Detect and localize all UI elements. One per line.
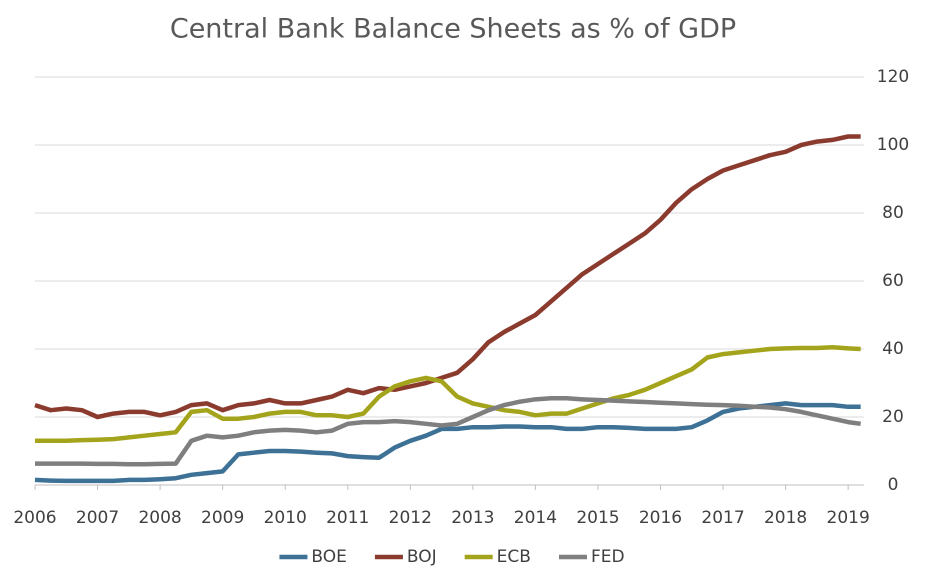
x-tick-label: 2012	[389, 508, 432, 528]
x-tick-label: 2018	[764, 508, 807, 528]
x-tick-label: 2019	[827, 508, 870, 528]
y-tick-label: 20	[882, 407, 904, 427]
x-tick-label: 2008	[138, 508, 181, 528]
x-tick-label: 2014	[514, 508, 557, 528]
x-tick-label: 2007	[76, 508, 119, 528]
x-tick-label: 2015	[576, 508, 619, 528]
legend-label: BOE	[311, 547, 347, 567]
y-tick-label: 120	[877, 67, 909, 87]
y-tick-label: 60	[882, 271, 904, 291]
x-tick-label: 2017	[701, 508, 744, 528]
x-tick-label: 2006	[13, 508, 56, 528]
x-tick-label: 2010	[264, 508, 307, 528]
series-line	[35, 345, 861, 444]
y-tick-label: 40	[882, 339, 904, 359]
x-tick-label: 2011	[326, 508, 369, 528]
legend-label: BOJ	[407, 547, 437, 567]
legend-label: ECB	[497, 547, 531, 567]
y-tick-label: 0	[888, 475, 899, 495]
legend-label: FED	[591, 547, 625, 567]
series-line	[34, 134, 861, 420]
series-line	[35, 396, 861, 467]
y-tick-label: 80	[882, 203, 904, 223]
series-line	[34, 401, 861, 484]
chart-title: Central Bank Balance Sheets as % of GDP	[170, 14, 736, 45]
x-tick-label: 2016	[639, 508, 682, 528]
x-tick-label: 2009	[201, 508, 244, 528]
y-tick-label: 100	[877, 135, 909, 155]
x-tick-label: 2013	[451, 508, 494, 528]
